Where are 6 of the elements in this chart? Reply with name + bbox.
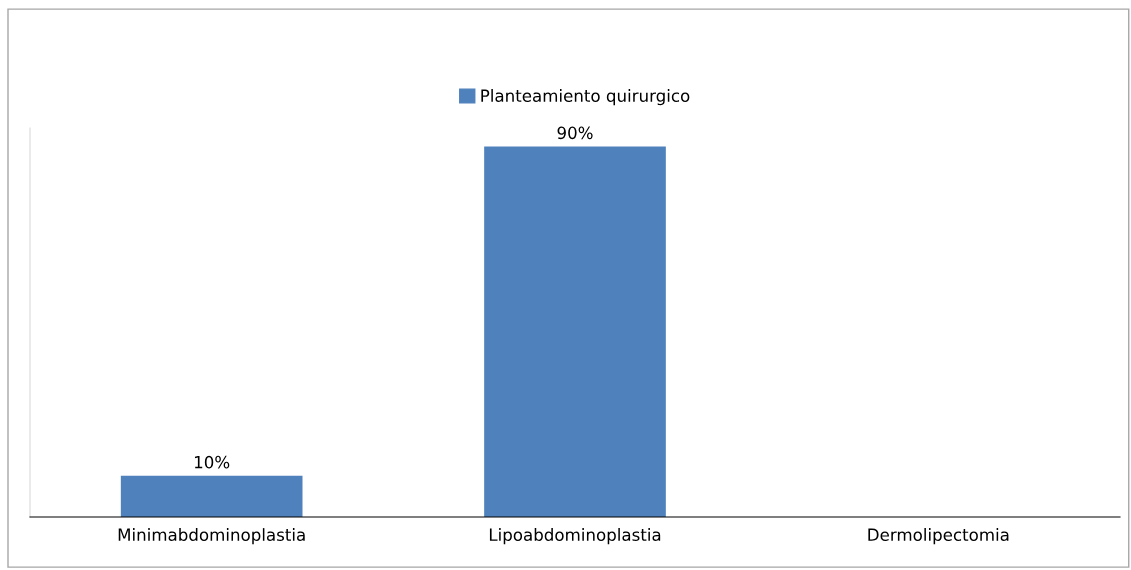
data-label: 10% [194,455,230,469]
data-label: 90% [557,126,593,140]
legend-label: Planteamiento quirurgico [481,89,690,106]
x-tick-label: Dermolipectomia [868,528,1009,545]
x-tick-label: Lipoabdominoplastia [489,528,661,545]
x-tick-label: Minimabdominoplastia [118,528,305,545]
